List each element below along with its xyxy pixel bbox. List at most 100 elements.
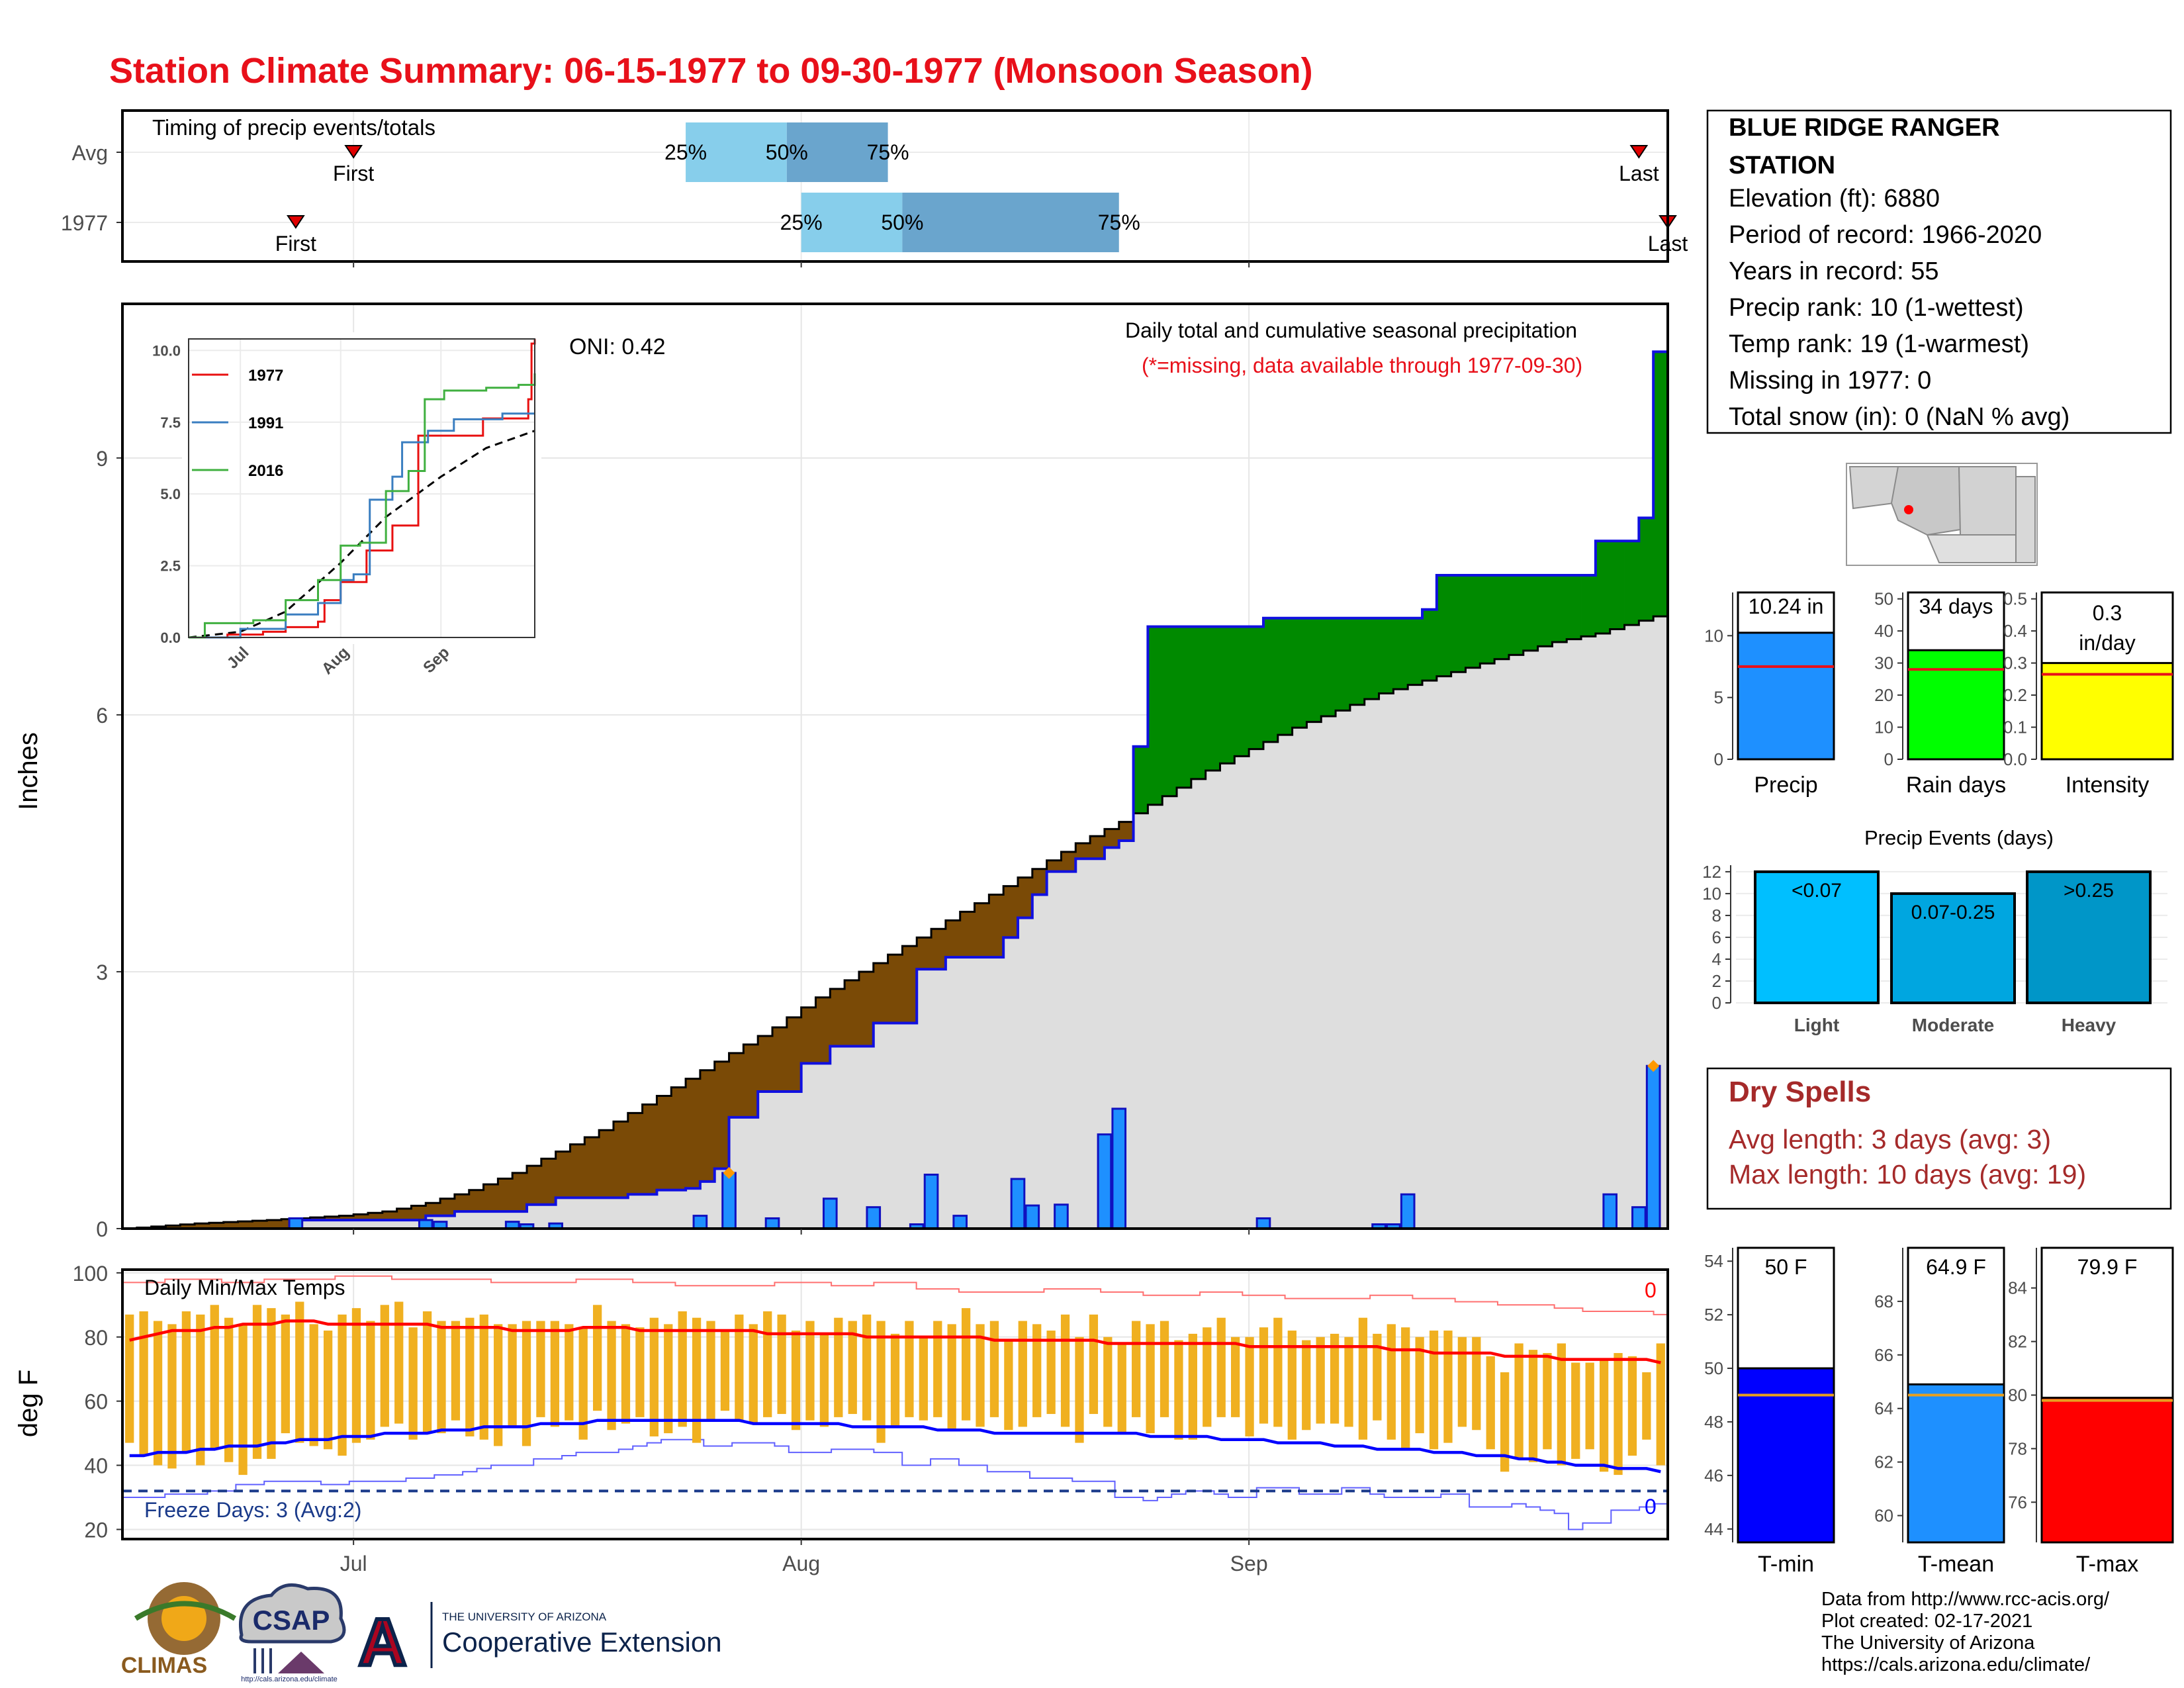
deficit-segment (743, 1044, 758, 1117)
timing-quantile-label: 75% (1098, 211, 1140, 234)
temp-bar-tick-label: 60 (1874, 1506, 1893, 1526)
timing-quantile-label: 25% (664, 140, 707, 164)
daily-precip-bar (1400, 1193, 1416, 1230)
daily-temp-range-bar (1188, 1333, 1198, 1440)
daily-temp-range-bar (1302, 1340, 1311, 1430)
summary-bar-value (1907, 649, 2005, 761)
temp-bar-tick-label: 78 (2008, 1438, 2027, 1458)
timing-first-label: First (333, 162, 374, 185)
daily-temp-range-bar (635, 1327, 645, 1417)
ua-logo-small-text: THE UNIVERSITY OF ARIZONA (442, 1611, 607, 1623)
daily-temp-range-bar (905, 1321, 914, 1417)
daily-temp-range-bar (692, 1317, 702, 1443)
summary-bar-tick-label: 0 (1714, 749, 1723, 769)
deficit-segment (411, 1205, 426, 1221)
station-location-dot (1904, 505, 1913, 514)
inset-legend-label: 1991 (248, 414, 283, 432)
dry-spells-frame (1706, 1067, 2172, 1210)
daily-temp-range-bar (351, 1308, 361, 1443)
event-bar-label: <0.07 (1792, 880, 1842, 902)
daily-temp-range-bar (1642, 1372, 1651, 1440)
summary-bar-tick-label: 0.3 (2003, 653, 2027, 673)
surplus-segment (1162, 626, 1177, 796)
summary-bar-tick-label: 50 (1874, 589, 1893, 609)
summary-bar-name: Intensity (2066, 773, 2150, 798)
events-tick-label: 4 (1712, 949, 1721, 969)
precip-events-title: Precip Events (days) (1864, 826, 2054, 849)
timing-bars (122, 111, 1668, 261)
temp-bar-tick-label: 76 (2008, 1492, 2027, 1512)
csap-logo-mountain (278, 1652, 324, 1673)
deficit-segment (1090, 836, 1105, 859)
daily-temp-range-bar (125, 1314, 134, 1443)
deficit-segment (252, 1221, 267, 1229)
timing-panel-label: Timing of precip events/totals (152, 115, 435, 140)
main-y-tick-label: 6 (96, 704, 108, 727)
daily-temp-range-bar (1472, 1336, 1481, 1430)
daily-temp-range-bar (735, 1314, 744, 1421)
events-tick-label: 6 (1712, 927, 1721, 947)
daily-temp-range-bar (678, 1311, 687, 1427)
timing-last-marker (1629, 145, 1649, 159)
temps-y-axis-label: deg F (14, 1370, 43, 1437)
temp-bar-tick-label: 82 (2008, 1332, 2027, 1352)
main-y-tick-label: 9 (96, 447, 108, 471)
daily-temp-range-bar (1557, 1343, 1566, 1466)
csap-logo[interactable]: CSAP http://cals.arizona.edu/climate (239, 1583, 346, 1683)
daily-precip-bar (822, 1197, 838, 1230)
daily-temp-range-bar (1117, 1343, 1126, 1434)
daily-temp-range-bar (1230, 1336, 1240, 1417)
climatology-step-line (122, 612, 1669, 1230)
temp-bar-t-min: 44 46 48 50 52 54 50 F T-min (1704, 1246, 1835, 1577)
daily-temp-range-bar (394, 1301, 404, 1424)
daily-temp-range-bar (805, 1321, 815, 1421)
deficit-segment (324, 1216, 340, 1221)
temps-y-tick-label: 100 (73, 1262, 108, 1286)
deficit-segment (945, 920, 961, 957)
timing-panel-border (121, 109, 1669, 263)
deficit-segment (208, 1223, 224, 1229)
ua-logo-big-text: Cooperative Extension (442, 1626, 722, 1658)
surplus-segment (1595, 541, 1611, 634)
csap-logo-text: CSAP (253, 1605, 330, 1636)
temp-bar-value (1737, 1367, 1835, 1544)
daily-precip-bar (1097, 1133, 1113, 1230)
daily-temp-range-bar (578, 1327, 588, 1440)
surplus-segment (1220, 626, 1235, 764)
daily-temp-range-bar (933, 1321, 942, 1417)
deficit-segment (671, 1087, 686, 1190)
deficit-segment (180, 1224, 195, 1229)
daily-precip-bar (1010, 1178, 1026, 1230)
deficit-segment (786, 1017, 802, 1092)
ua-cooperative-extension-logo[interactable]: A THE UNIVERSITY OF ARIZONA Cooperative … (357, 1602, 722, 1681)
daily-temp-bars (125, 1301, 1665, 1476)
deficit-segment (642, 1104, 657, 1195)
record-low-line (122, 1438, 1668, 1530)
page-title: Station Climate Summary: 06-15-1977 to 0… (109, 51, 1313, 91)
climas-logo[interactable]: CLIMAS (121, 1582, 237, 1678)
daily-max-marker (1647, 1060, 1660, 1072)
daily-temp-range-bar (139, 1311, 148, 1456)
daily-precip-bar (1255, 1217, 1271, 1230)
deficit-segment (469, 1190, 484, 1212)
deficit-segment (498, 1178, 513, 1212)
daily-temp-range-bar (1344, 1336, 1353, 1427)
temp-bar-tick-label: 50 (1704, 1358, 1723, 1378)
surplus-segment (1537, 575, 1553, 647)
daily-temp-range-bar (1316, 1336, 1325, 1424)
temp-bar-tick-label: 46 (1704, 1466, 1723, 1485)
deficit-segment (844, 980, 860, 1047)
station-name-line-1: BLUE RIDGE RANGER (1729, 114, 2000, 142)
surplus-segment (1581, 575, 1596, 637)
daily-temp-range-bar (592, 1305, 602, 1411)
timing-bar-q25-q50 (801, 193, 903, 252)
surplus-segment (1177, 626, 1192, 788)
x-axis-month-label: Sep (1230, 1552, 1268, 1575)
station-name-line-2: STATION (1729, 152, 1835, 179)
station-period: Period of record: 1966-2020 (1729, 221, 2042, 249)
deficit-segment (873, 963, 888, 1023)
event-bar-moderate (1890, 892, 2016, 1005)
events-tick-label: 0 (1712, 993, 1721, 1013)
temp-bar-tick-label: 62 (1874, 1452, 1893, 1472)
deficit-segment (989, 894, 1004, 957)
